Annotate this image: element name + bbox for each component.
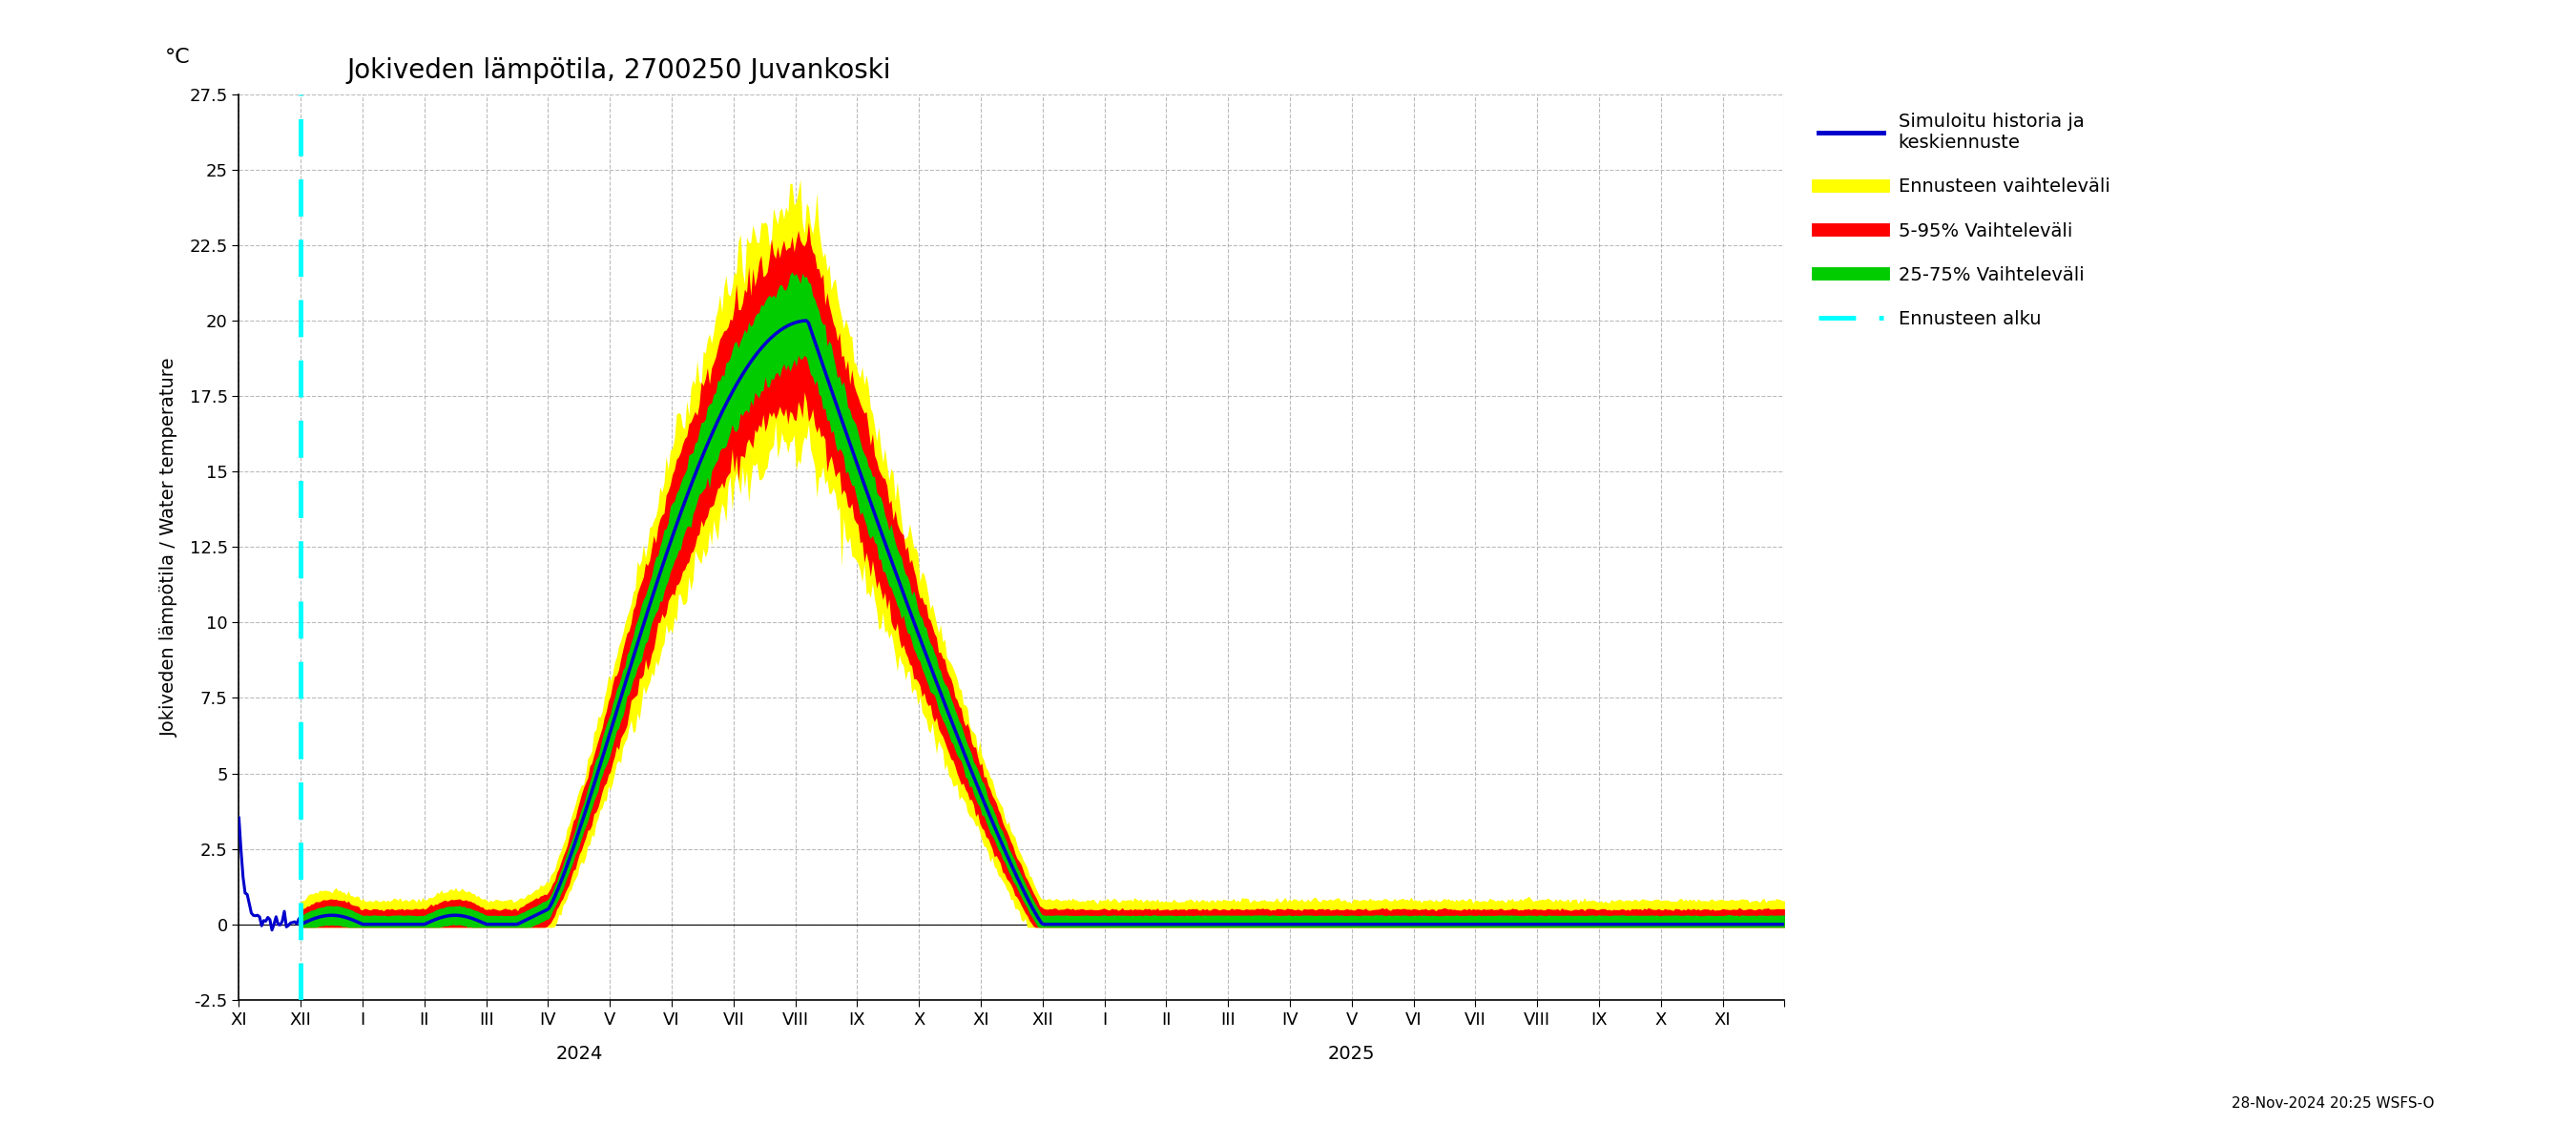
Text: °C: °C <box>165 48 191 68</box>
Y-axis label: Jokiveden lämpötila / Water temperature: Jokiveden lämpötila / Water temperature <box>160 357 178 736</box>
Text: 28-Nov-2024 20:25 WSFS-O: 28-Nov-2024 20:25 WSFS-O <box>2231 1097 2434 1111</box>
Text: 2024: 2024 <box>556 1045 603 1064</box>
Text: 2025: 2025 <box>1329 1045 1376 1064</box>
Text: Jokiveden lämpötila, 2700250 Juvankoski: Jokiveden lämpötila, 2700250 Juvankoski <box>348 57 891 84</box>
Legend: Simuloitu historia ja
keskiennuste, Ennusteen vaihteleväli, 5-95% Vaihteleväli, : Simuloitu historia ja keskiennuste, Ennu… <box>1808 103 2120 338</box>
